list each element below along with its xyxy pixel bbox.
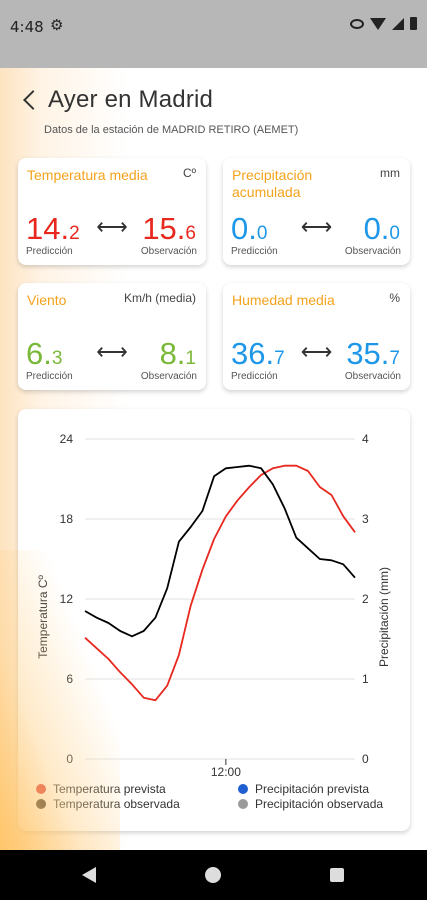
legend-item-precip-prevista[interactable]: Precipitación prevista	[238, 782, 369, 796]
status-icons	[350, 17, 417, 30]
legend-dot	[238, 799, 248, 809]
settings-gear-icon: ⚙	[50, 17, 64, 34]
card-temperatura-media[interactable]: Temperatura media Cº 14.2 ⟷ 15.6 Predicc…	[18, 158, 206, 265]
prediction-caption: Predicción	[26, 246, 73, 257]
legend-dot	[238, 784, 248, 794]
main-content: Ayer en Madrid Datos de la estación de M…	[0, 68, 427, 850]
compare-arrow-icon: ⟷	[96, 214, 128, 239]
page-title: Ayer en Madrid	[48, 86, 214, 113]
prediction-caption: Predicción	[231, 246, 278, 257]
prediction-caption: Predicción	[231, 371, 278, 382]
observation-value: 8.1	[159, 336, 196, 371]
observation-value: 35.7	[346, 336, 400, 371]
observation-value: 0.0	[363, 211, 400, 246]
observation-caption: Observación	[344, 246, 401, 257]
card-label: Precipitación acumulada	[232, 167, 313, 200]
y-right-tick-label: 1	[362, 672, 369, 686]
eye-icon	[350, 18, 364, 29]
prediction-caption: Predicción	[26, 371, 73, 382]
legend-dot	[36, 799, 46, 809]
y-right-axis-title: Precipitación (mm)	[377, 567, 391, 667]
cell-signal-icon	[392, 17, 404, 30]
back-chevron-icon[interactable]	[23, 90, 43, 110]
card-viento[interactable]: Viento Km/h (media) 6.3 ⟷ 8.1 Predicción…	[18, 283, 206, 390]
station-subtitle: Datos de la estación de MADRID RETIRO (A…	[44, 124, 299, 136]
series-line-temp-observada	[84, 464, 356, 638]
prediction-value: 36.7	[231, 336, 285, 371]
legend-label: Precipitación observada	[255, 797, 384, 811]
nav-home-icon[interactable]	[205, 867, 221, 883]
android-nav-bar	[0, 850, 427, 900]
card-humedad-media[interactable]: Humedad media % 36.7 ⟷ 35.7 Predicción O…	[223, 283, 410, 390]
legend-item-temp-prevista[interactable]: Temperatura prevista	[36, 782, 166, 796]
nav-back-icon[interactable]	[82, 867, 96, 883]
card-unit: %	[389, 291, 400, 305]
y-tick-label: 0	[66, 752, 73, 766]
card-unit: mm	[380, 166, 400, 180]
card-label: Viento	[27, 292, 67, 308]
legend-label: Temperatura observada	[53, 797, 180, 811]
legend-label: Temperatura prevista	[53, 782, 166, 796]
header: Ayer en Madrid	[22, 86, 213, 114]
battery-icon	[410, 17, 417, 30]
nav-recents-icon[interactable]	[330, 868, 344, 882]
y-tick-label: 24	[60, 432, 74, 446]
y-tick-label: 18	[60, 512, 74, 526]
card-unit: Cº	[182, 166, 196, 180]
wifi-icon	[370, 17, 386, 30]
prediction-value: 6.3	[26, 336, 63, 371]
legend-item-temp-observada[interactable]: Temperatura observada	[36, 797, 180, 811]
compare-arrow-icon: ⟷	[300, 339, 333, 364]
y-right-tick-label: 2	[362, 592, 369, 606]
y-tick-label: 12	[60, 592, 74, 606]
card-label: Temperatura media	[27, 167, 148, 183]
card-label: Humedad media	[232, 292, 335, 308]
card-precipitacion[interactable]: Precipitación acumulada mm 0.0 ⟷ 0.0 Pre…	[223, 158, 410, 265]
legend-label: Precipitación prevista	[255, 782, 370, 796]
y-right-tick-label: 3	[362, 512, 369, 526]
y-tick-label: 6	[66, 672, 73, 686]
legend-item-precip-observada[interactable]: Precipitación observada	[238, 797, 383, 811]
status-bar: 4:48 ⚙	[0, 0, 427, 68]
chart-legend: Temperatura prevista Temperatura observa…	[18, 409, 410, 831]
card-unit: Km/h (media)	[123, 291, 196, 305]
compare-arrow-icon: ⟷	[96, 339, 128, 364]
temperature-chart-card: 0 6 12 18 24 0 1 2 3 4 12:00 Temperatura Cº Precipit…	[18, 409, 410, 831]
y-axis-title: Temperatura Cº	[36, 575, 50, 659]
observation-caption: Observación	[344, 371, 401, 382]
y-right-tick-label: 4	[362, 432, 369, 446]
prediction-value: 14.2	[26, 211, 80, 246]
y-right-tick-label: 0	[362, 752, 369, 766]
observation-caption: Observación	[140, 246, 197, 257]
observation-caption: Observación	[140, 371, 197, 382]
prediction-value: 0.0	[231, 211, 268, 246]
series-line-temp-prevista	[84, 464, 356, 702]
legend-dot	[36, 784, 46, 794]
status-time: 4:48	[10, 18, 44, 36]
compare-arrow-icon: ⟷	[300, 214, 333, 239]
x-tick-label: 12:00	[211, 765, 241, 779]
observation-value: 15.6	[142, 211, 196, 246]
